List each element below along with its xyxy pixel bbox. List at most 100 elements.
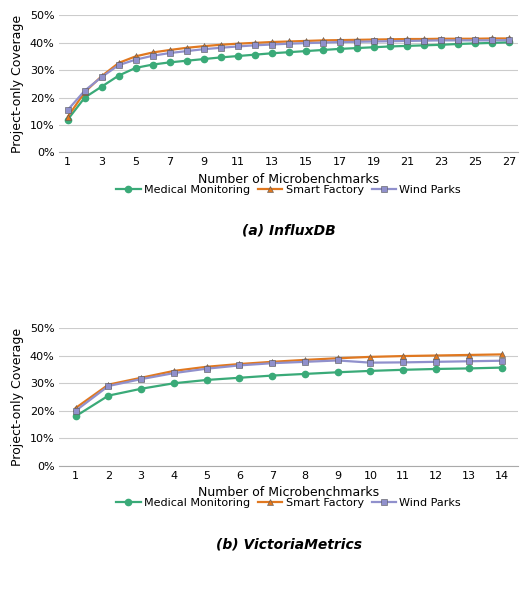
Medical Monitoring bbox=[184, 57, 190, 64]
Medical Monitoring bbox=[105, 392, 112, 399]
Smart Factory bbox=[167, 46, 173, 53]
Wind Parks bbox=[302, 358, 308, 365]
Medical Monitoring bbox=[251, 51, 258, 58]
Wind Parks bbox=[506, 37, 513, 44]
Medical Monitoring bbox=[466, 365, 472, 372]
Medical Monitoring bbox=[72, 413, 79, 420]
Smart Factory bbox=[472, 35, 479, 43]
Medical Monitoring bbox=[455, 40, 462, 47]
Smart Factory bbox=[105, 381, 112, 388]
Line: Smart Factory: Smart Factory bbox=[65, 35, 513, 120]
Medical Monitoring bbox=[98, 83, 105, 90]
Smart Factory bbox=[353, 36, 360, 43]
Medical Monitoring bbox=[336, 46, 343, 53]
Smart Factory bbox=[506, 35, 513, 42]
Smart Factory bbox=[455, 35, 462, 43]
Medical Monitoring bbox=[302, 370, 308, 377]
Smart Factory bbox=[115, 59, 122, 67]
Wind Parks bbox=[171, 370, 177, 377]
Medical Monitoring bbox=[370, 44, 377, 51]
Wind Parks bbox=[489, 37, 496, 44]
Wind Parks bbox=[81, 87, 88, 94]
Line: Medical Monitoring: Medical Monitoring bbox=[65, 39, 513, 122]
Medical Monitoring bbox=[138, 385, 144, 392]
Smart Factory bbox=[65, 113, 71, 121]
Medical Monitoring bbox=[236, 374, 243, 382]
Wind Parks bbox=[65, 106, 71, 113]
Wind Parks bbox=[455, 37, 462, 44]
Line: Wind Parks: Wind Parks bbox=[72, 358, 505, 414]
Wind Parks bbox=[204, 365, 210, 372]
Medical Monitoring bbox=[400, 366, 406, 373]
Smart Factory bbox=[498, 351, 505, 358]
Smart Factory bbox=[171, 367, 177, 374]
Smart Factory bbox=[286, 38, 292, 45]
Wind Parks bbox=[353, 38, 360, 46]
Line: Wind Parks: Wind Parks bbox=[65, 37, 513, 113]
Line: Smart Factory: Smart Factory bbox=[72, 351, 505, 411]
Smart Factory bbox=[400, 352, 406, 359]
Medical Monitoring bbox=[200, 55, 207, 62]
Wind Parks bbox=[433, 358, 439, 365]
Wind Parks bbox=[115, 62, 122, 69]
Smart Factory bbox=[200, 43, 207, 50]
Smart Factory bbox=[433, 352, 439, 359]
Medical Monitoring bbox=[286, 49, 292, 56]
Smart Factory bbox=[133, 53, 139, 60]
Wind Parks bbox=[234, 43, 241, 50]
Smart Factory bbox=[404, 35, 411, 43]
Smart Factory bbox=[268, 38, 275, 46]
Medical Monitoring bbox=[171, 380, 177, 387]
Medical Monitoring bbox=[204, 376, 210, 383]
Wind Parks bbox=[400, 359, 406, 366]
Smart Factory bbox=[184, 44, 190, 52]
Legend: Medical Monitoring, Smart Factory, Wind Parks: Medical Monitoring, Smart Factory, Wind … bbox=[112, 493, 466, 512]
Medical Monitoring bbox=[387, 43, 394, 50]
Smart Factory bbox=[367, 353, 373, 361]
Wind Parks bbox=[138, 376, 144, 383]
Y-axis label: Project-only Coverage: Project-only Coverage bbox=[11, 15, 24, 153]
Medical Monitoring bbox=[115, 72, 122, 79]
Wind Parks bbox=[336, 38, 343, 46]
Wind Parks bbox=[184, 47, 190, 55]
Wind Parks bbox=[133, 56, 139, 63]
Smart Factory bbox=[251, 39, 258, 46]
Wind Parks bbox=[334, 357, 341, 364]
Smart Factory bbox=[236, 361, 243, 368]
Medical Monitoring bbox=[81, 94, 88, 101]
Medical Monitoring bbox=[65, 116, 71, 123]
Medical Monitoring bbox=[506, 39, 513, 46]
Smart Factory bbox=[302, 356, 308, 364]
Medical Monitoring bbox=[133, 64, 139, 71]
Smart Factory bbox=[204, 363, 210, 370]
Smart Factory bbox=[334, 355, 341, 362]
Medical Monitoring bbox=[320, 46, 326, 53]
Medical Monitoring bbox=[234, 52, 241, 59]
Wind Parks bbox=[200, 46, 207, 53]
Medical Monitoring bbox=[404, 42, 411, 49]
Medical Monitoring bbox=[303, 47, 309, 55]
Smart Factory bbox=[138, 374, 144, 382]
Wind Parks bbox=[387, 38, 394, 45]
Wind Parks bbox=[320, 39, 326, 46]
Smart Factory bbox=[150, 49, 156, 56]
Text: (b) VictoriaMetrics: (b) VictoriaMetrics bbox=[216, 537, 362, 551]
Smart Factory bbox=[234, 40, 241, 47]
Wind Parks bbox=[472, 37, 479, 44]
Medical Monitoring bbox=[489, 39, 496, 46]
Wind Parks bbox=[105, 382, 112, 389]
Wind Parks bbox=[286, 40, 292, 47]
X-axis label: Number of Microbenchmarks: Number of Microbenchmarks bbox=[198, 173, 379, 186]
Wind Parks bbox=[466, 358, 472, 365]
Wind Parks bbox=[303, 40, 309, 47]
Smart Factory bbox=[72, 404, 79, 412]
Wind Parks bbox=[268, 41, 275, 48]
Wind Parks bbox=[404, 37, 411, 44]
Medical Monitoring bbox=[472, 40, 479, 47]
Smart Factory bbox=[336, 37, 343, 44]
Medical Monitoring bbox=[439, 41, 445, 49]
Wind Parks bbox=[370, 38, 377, 45]
Wind Parks bbox=[150, 52, 156, 59]
Wind Parks bbox=[498, 357, 505, 364]
Medical Monitoring bbox=[150, 61, 156, 68]
